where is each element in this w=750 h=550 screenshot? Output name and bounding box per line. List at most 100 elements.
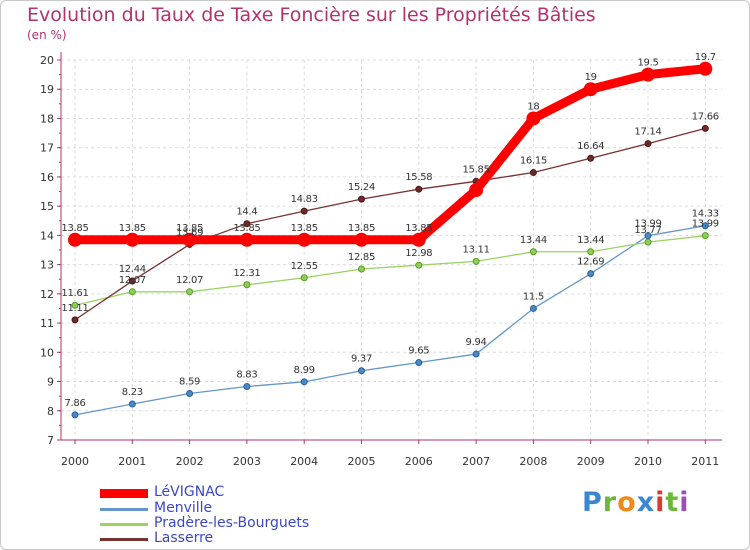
logo-letter: i xyxy=(679,487,690,518)
data-label-lasserre: 11.11 xyxy=(61,303,88,314)
data-point-levignac xyxy=(469,183,484,198)
legend-swatch-menville xyxy=(100,508,148,511)
axis-layer: 7 8 9 10 11 12 13 14 15 16 17 18 19 20 2000 2001 2002 200… xyxy=(40,52,722,468)
data-label-pradere: 13.99 xyxy=(692,219,719,230)
data-label-pradere: 12.55 xyxy=(291,261,318,272)
data-label-lasserre: 14.83 xyxy=(291,194,318,205)
data-point-levignac xyxy=(125,232,140,247)
data-label-pradere: 12.31 xyxy=(233,268,260,279)
chart-title: Evolution du Taux de Taxe Foncière sur l… xyxy=(27,4,596,26)
data-point-lasserre xyxy=(529,169,537,177)
data-label-lasserre: 17.14 xyxy=(634,127,661,138)
logo-letter: r xyxy=(602,487,618,518)
data-label-lasserre: 15.24 xyxy=(348,182,375,193)
y-tick-label: 20 xyxy=(40,54,54,67)
x-tick-label: 2002 xyxy=(176,455,204,468)
x-tick-label: 2010 xyxy=(634,455,662,468)
legend-label-pradere: Pradère-les-Bourguets xyxy=(154,515,310,531)
data-label-lasserre: 12.44 xyxy=(119,264,146,275)
x-tick-label: 2007 xyxy=(462,455,490,468)
label-layer: 7.86 8.23 8.59 8.83 8.99 9.37 9.65 9.94 11.5 12.6… xyxy=(61,52,719,409)
y-tick-label: 14 xyxy=(40,229,54,242)
data-label-levignac: 13.85 xyxy=(405,223,432,234)
data-label-lasserre: 14.4 xyxy=(236,207,257,218)
y-axis-unit: (en %) xyxy=(27,28,67,42)
data-label-pradere: 13.44 xyxy=(577,235,604,246)
x-tick-label: 2001 xyxy=(118,455,146,468)
proxiti-logo: Proxiti xyxy=(582,487,690,518)
data-point-pradere xyxy=(415,261,423,269)
data-point-levignac xyxy=(68,232,82,247)
y-tick-label: 10 xyxy=(40,346,54,359)
data-point-menville xyxy=(300,378,308,386)
series-line-levignac xyxy=(70,64,710,245)
legend-swatch-lasserre xyxy=(100,538,148,541)
y-tick-label: 18 xyxy=(40,112,54,125)
data-label-lasserre: 16.64 xyxy=(577,141,604,152)
data-label-menville: 14.33 xyxy=(692,209,719,220)
legend-label-levignac: LéVIGNAC xyxy=(154,484,225,500)
y-tick-label: 17 xyxy=(40,142,54,155)
series-line-menville xyxy=(74,225,706,416)
data-point-levignac xyxy=(239,232,254,247)
data-label-menville: 9.65 xyxy=(408,346,429,357)
y-tick-label: 13 xyxy=(40,259,54,272)
data-point-menville xyxy=(243,383,251,391)
y-tick-label: 9 xyxy=(47,376,54,389)
data-point-levignac xyxy=(354,232,369,247)
data-point-menville xyxy=(186,390,194,398)
data-label-lasserre: 17.66 xyxy=(692,111,719,122)
data-label-levignac: 19.5 xyxy=(637,58,658,69)
data-label-pradere: 12.98 xyxy=(405,248,432,259)
data-point-lasserre xyxy=(587,154,595,162)
logo-letter: o xyxy=(617,487,637,518)
data-point-levignac xyxy=(583,82,598,97)
data-point-lasserre xyxy=(243,220,251,228)
x-tick-label: 2009 xyxy=(577,455,605,468)
data-label-menville: 13.99 xyxy=(634,219,661,230)
y-tick-label: 11 xyxy=(40,317,54,330)
data-point-pradere xyxy=(529,248,537,256)
x-tick-label: 2004 xyxy=(290,455,318,468)
data-point-levignac xyxy=(297,232,312,247)
data-label-pradere: 13.11 xyxy=(463,244,490,255)
y-tick-label: 12 xyxy=(40,288,54,301)
data-point-menville xyxy=(415,359,423,367)
data-label-menville: 8.23 xyxy=(122,387,143,398)
data-point-levignac xyxy=(411,232,426,247)
data-label-levignac: 13.85 xyxy=(233,223,260,234)
data-label-levignac: 19 xyxy=(585,72,597,83)
data-label-levignac: 13.85 xyxy=(291,223,318,234)
data-point-pradere xyxy=(644,238,652,246)
data-label-lasserre: 15.58 xyxy=(405,172,432,183)
data-point-lasserre xyxy=(128,277,136,285)
data-point-lasserre xyxy=(300,207,308,215)
data-label-menville: 8.83 xyxy=(236,370,257,381)
data-point-menville xyxy=(701,222,709,230)
data-label-pradere: 12.07 xyxy=(119,275,146,286)
x-tick-label: 2000 xyxy=(61,455,89,468)
data-label-levignac: 18 xyxy=(527,101,539,112)
data-point-pradere xyxy=(300,274,308,282)
data-point-lasserre xyxy=(644,140,652,148)
data-label-menville: 11.5 xyxy=(523,291,544,302)
data-label-menville: 8.59 xyxy=(179,377,200,388)
data-label-lasserre: 15.85 xyxy=(463,164,490,175)
data-label-menville: 12.69 xyxy=(577,257,604,268)
data-label-menville: 7.86 xyxy=(64,398,85,409)
series-layer xyxy=(68,61,713,419)
data-point-levignac xyxy=(698,61,713,76)
data-label-pradere: 13.77 xyxy=(634,225,661,236)
data-point-lasserre xyxy=(71,316,79,324)
data-point-pradere xyxy=(472,257,480,265)
legend-label-menville: Menville xyxy=(154,500,213,516)
logo-letter: i xyxy=(655,487,666,518)
series-line-pradere xyxy=(74,235,706,306)
legend-swatch-levignac xyxy=(100,489,148,498)
x-tick-label: 2008 xyxy=(519,455,547,468)
x-tick-label: 2006 xyxy=(405,455,433,468)
grid-layer xyxy=(61,59,722,441)
data-label-pradere: 13.44 xyxy=(520,235,547,246)
data-point-menville xyxy=(587,270,595,278)
